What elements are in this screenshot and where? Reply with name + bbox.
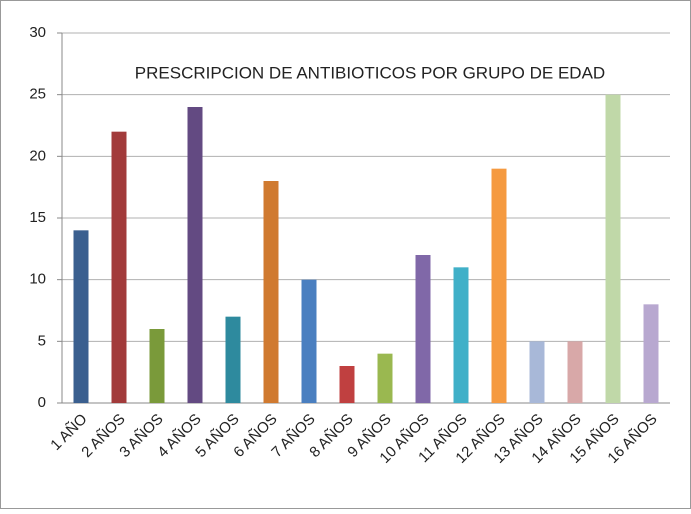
y-tick-label: 0	[38, 394, 46, 411]
bar	[301, 279, 317, 403]
y-tick-label: 5	[38, 332, 46, 349]
bar	[225, 316, 241, 403]
bar	[567, 341, 583, 403]
bar	[415, 255, 431, 403]
y-tick-label: 25	[29, 86, 46, 103]
y-tick-label: 30	[29, 24, 46, 41]
bar	[339, 366, 355, 403]
bar	[605, 94, 621, 404]
y-tick-label: 20	[29, 147, 46, 164]
chart-title: PRESCRIPCION DE ANTIBIOTICOS POR GRUPO D…	[135, 63, 605, 82]
bar	[73, 230, 89, 403]
bar	[453, 267, 469, 403]
bar	[187, 107, 203, 403]
y-tick-label: 10	[29, 271, 46, 288]
bar	[263, 181, 279, 403]
y-tick-label: 15	[29, 209, 46, 226]
bar	[149, 329, 165, 403]
bar	[111, 131, 127, 403]
bar	[491, 168, 507, 403]
bar	[643, 304, 659, 403]
bar	[377, 353, 393, 403]
bar	[529, 341, 545, 403]
